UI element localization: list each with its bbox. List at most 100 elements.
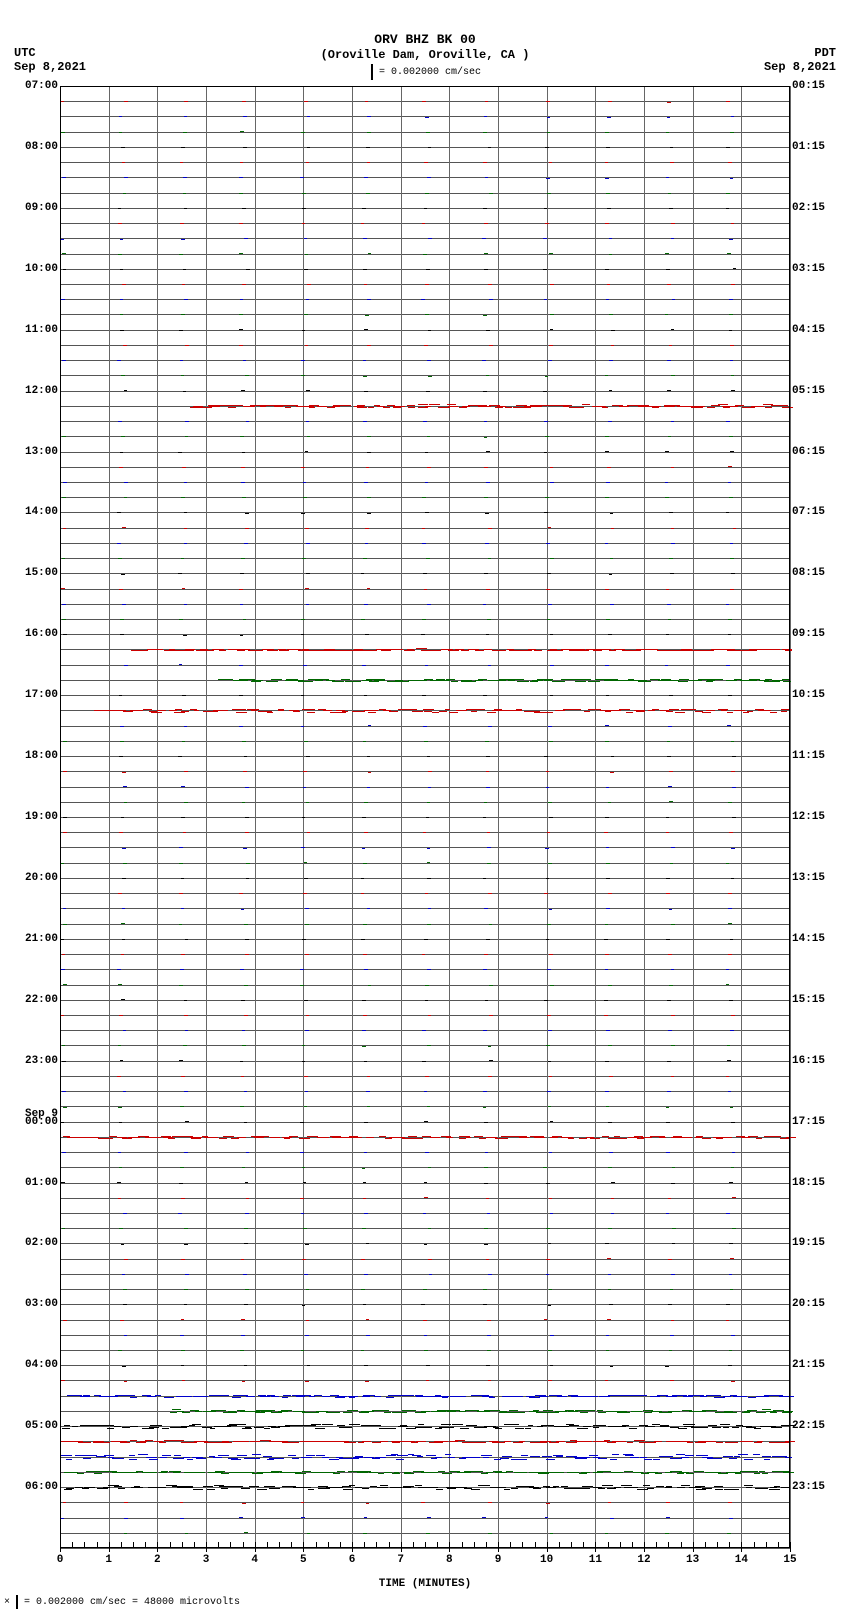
- grid-hline: [60, 1213, 790, 1214]
- scale-indicator: = 0.002000 cm/sec: [369, 64, 481, 80]
- trace-segment: [136, 1442, 147, 1443]
- grid-hline: [60, 787, 790, 788]
- grid-hline: [60, 1426, 790, 1427]
- x-tick-label: 11: [589, 1554, 602, 1566]
- grid-hline: [60, 1274, 790, 1275]
- trace-segment: [598, 1458, 607, 1459]
- grid-hline: [60, 1137, 790, 1138]
- trace-segment: [702, 712, 711, 713]
- x-tick-label: 6: [349, 1554, 356, 1566]
- trace-segment: [288, 1455, 296, 1456]
- tz-left-zone: UTC: [14, 46, 86, 60]
- grid-vline: [352, 86, 353, 1548]
- trace-segment: [327, 407, 335, 408]
- grid-vline: [303, 86, 304, 1548]
- trace-segment: [621, 1485, 632, 1486]
- right-hour-label: 10:15: [790, 689, 825, 701]
- grid-hline: [60, 1533, 790, 1534]
- trace-segment: [552, 681, 562, 682]
- trace-segment: [576, 407, 584, 408]
- grid-hline: [60, 908, 790, 909]
- trace-segment: [151, 712, 162, 713]
- trace-segment: [255, 1412, 265, 1413]
- grid-hline: [60, 1365, 790, 1366]
- grid-hline: [60, 162, 790, 163]
- grid-hline: [60, 1198, 790, 1199]
- grid-hline: [60, 771, 790, 772]
- trace-segment: [436, 1489, 443, 1490]
- trace-segment: [627, 1442, 634, 1443]
- trace-segment: [732, 1427, 739, 1428]
- footer-text: = 0.002000 cm/sec = 48000 microvolts: [24, 1597, 240, 1608]
- trace-segment: [517, 650, 528, 651]
- trace-segment: [647, 1488, 653, 1489]
- trace-segment: [373, 1442, 381, 1443]
- grid-hline: [60, 436, 790, 437]
- trace-segment: [511, 1488, 518, 1489]
- trace-segment: [368, 407, 374, 408]
- x-axis-ticks: 0123456789101112131415: [60, 1542, 790, 1552]
- grid-vline: [401, 86, 402, 1548]
- trace-segment: [333, 1473, 340, 1474]
- trace-segment: [252, 1454, 261, 1455]
- trace-segment: [385, 1138, 392, 1139]
- trace-segment: [327, 1412, 334, 1413]
- trace-segment: [744, 1459, 753, 1460]
- grid-hline: [60, 1030, 790, 1031]
- trace-segment: [285, 407, 291, 408]
- left-hour-label: 15:00: [25, 567, 60, 579]
- helicorder-plot: 07:0008:0009:0010:0011:0012:0013:0014:00…: [60, 86, 790, 1548]
- trace-segment: [345, 681, 356, 682]
- trace-segment: [383, 407, 390, 408]
- right-hour-label: 03:15: [790, 263, 825, 275]
- station-line: ORV BHZ BK 00: [0, 32, 850, 48]
- trace-segment: [747, 711, 753, 712]
- grid-hline: [60, 1502, 790, 1503]
- trace-segment: [675, 712, 684, 713]
- trace-segment: [460, 1428, 469, 1429]
- grid-hline: [60, 1472, 790, 1473]
- left-hour-label: 02:00: [25, 1237, 60, 1249]
- trace-segment: [339, 1427, 350, 1428]
- right-hour-label: 22:15: [790, 1420, 825, 1432]
- right-hour-label: 02:15: [790, 202, 825, 214]
- trace-segment: [362, 1488, 369, 1489]
- grid-hline: [60, 147, 790, 148]
- left-hour-label: 22:00: [25, 994, 60, 1006]
- grid-hline: [60, 1457, 790, 1458]
- trace-segment: [174, 712, 186, 713]
- trace-segment: [512, 1424, 519, 1425]
- trace-segment: [770, 712, 778, 713]
- trace-segment: [94, 1473, 102, 1474]
- grid-hline: [60, 1243, 790, 1244]
- grid-hline: [60, 680, 790, 681]
- grid-hline: [60, 695, 790, 696]
- trace-segment: [406, 1428, 416, 1429]
- trace-segment: [726, 1412, 734, 1413]
- grid-hline: [60, 116, 790, 117]
- left-hour-label: 21:00: [25, 933, 60, 945]
- grid-hline: [60, 573, 790, 574]
- trace-segment: [723, 407, 730, 408]
- trace-segment: [753, 1454, 760, 1455]
- x-tick-label: 14: [735, 1554, 748, 1566]
- trace-segment: [282, 1397, 288, 1398]
- trace-segment: [769, 1489, 780, 1490]
- right-hour-label: 12:15: [790, 811, 825, 823]
- right-hour-label: 18:15: [790, 1177, 825, 1189]
- trace-segment: [231, 1459, 242, 1460]
- trace-segment: [566, 1442, 577, 1443]
- footer-bar-icon: [16, 1595, 18, 1609]
- trace-segment: [408, 407, 415, 408]
- trace-segment: [292, 1458, 299, 1459]
- grid-hline: [60, 649, 790, 650]
- trace-segment: [612, 1454, 619, 1455]
- grid-hline: [60, 269, 790, 270]
- grid-hline: [60, 1183, 790, 1184]
- right-hour-label: 14:15: [790, 933, 825, 945]
- grid-hline: [60, 1411, 790, 1412]
- trace-segment: [715, 1489, 723, 1490]
- tz-right-date: Sep 8,2021: [764, 60, 836, 74]
- grid-hline: [60, 193, 790, 194]
- trace-segment: [357, 407, 367, 408]
